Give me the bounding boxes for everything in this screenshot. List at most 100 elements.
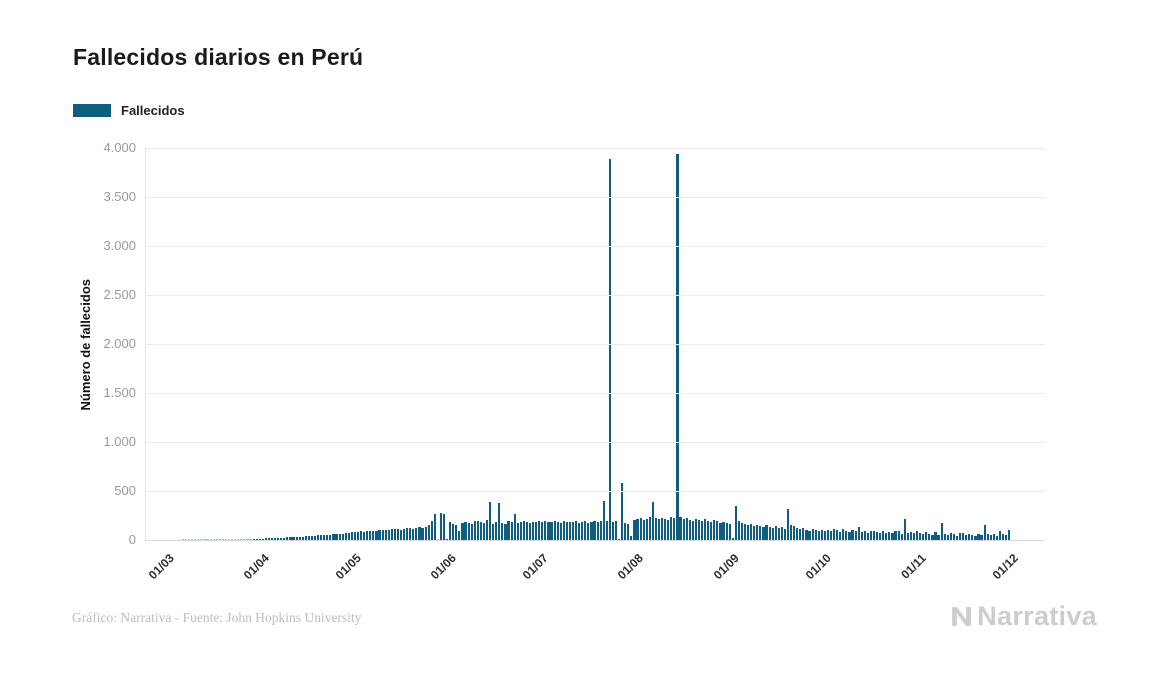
bar[interactable] — [188, 539, 191, 540]
bar[interactable] — [344, 533, 347, 540]
bar[interactable] — [860, 531, 863, 540]
bar[interactable] — [743, 524, 747, 540]
bar[interactable] — [584, 521, 587, 540]
bar[interactable] — [347, 532, 350, 540]
bar[interactable] — [350, 532, 353, 540]
bar[interactable] — [799, 529, 802, 540]
bar[interactable] — [363, 531, 366, 540]
bar[interactable] — [338, 533, 341, 540]
bar[interactable] — [412, 528, 415, 540]
bar[interactable] — [504, 523, 507, 540]
bar[interactable] — [295, 536, 298, 540]
bar[interactable] — [519, 522, 522, 540]
bar[interactable] — [949, 533, 952, 540]
bar[interactable] — [854, 530, 857, 540]
bar[interactable] — [943, 533, 946, 540]
bar[interactable] — [575, 520, 578, 540]
bar[interactable] — [980, 535, 983, 540]
bar[interactable] — [1002, 534, 1005, 540]
bar[interactable] — [571, 521, 575, 540]
bar[interactable] — [578, 522, 581, 540]
bar[interactable] — [866, 533, 869, 540]
bar[interactable] — [203, 539, 206, 540]
bar[interactable] — [937, 534, 940, 540]
bar[interactable] — [857, 527, 860, 540]
bar[interactable] — [697, 520, 701, 540]
bar[interactable] — [381, 530, 384, 540]
bar[interactable] — [704, 519, 707, 540]
bar[interactable] — [700, 521, 704, 540]
bar[interactable] — [215, 539, 218, 540]
bar[interactable] — [869, 531, 873, 540]
bar[interactable] — [820, 529, 823, 540]
bar[interactable] — [581, 521, 584, 540]
bar[interactable] — [320, 535, 323, 540]
bar[interactable] — [848, 532, 851, 540]
bar[interactable] — [206, 539, 209, 540]
bar[interactable] — [280, 537, 283, 540]
bar[interactable] — [538, 521, 541, 540]
bar[interactable] — [759, 526, 762, 540]
bar[interactable] — [823, 530, 826, 540]
bar[interactable] — [968, 533, 971, 540]
bar[interactable] — [396, 529, 400, 540]
bar[interactable] — [925, 531, 928, 540]
bar[interactable] — [919, 532, 922, 540]
bar[interactable] — [989, 534, 992, 540]
bar[interactable] — [393, 529, 396, 540]
bar[interactable] — [436, 539, 439, 540]
bar[interactable] — [762, 527, 765, 540]
bar[interactable] — [427, 525, 430, 540]
bar[interactable] — [323, 535, 326, 540]
bar[interactable] — [661, 517, 664, 540]
bar[interactable] — [618, 538, 621, 540]
bar[interactable] — [439, 513, 443, 540]
bar[interactable] — [298, 536, 301, 540]
bar[interactable] — [403, 528, 406, 540]
bar[interactable] — [790, 525, 793, 540]
bar[interactable] — [707, 520, 710, 540]
bar[interactable] — [596, 522, 599, 540]
bar[interactable] — [912, 533, 916, 540]
bar[interactable] — [694, 518, 697, 540]
bar[interactable] — [731, 538, 734, 540]
bar[interactable] — [805, 529, 808, 540]
bar[interactable] — [366, 531, 369, 540]
bar[interactable] — [234, 539, 237, 540]
bar[interactable] — [879, 532, 882, 540]
bar[interactable] — [492, 524, 495, 540]
bar[interactable] — [209, 539, 212, 540]
bar[interactable] — [811, 529, 814, 540]
bar[interactable] — [237, 539, 240, 540]
bar[interactable] — [928, 533, 931, 540]
bar[interactable] — [826, 529, 830, 540]
bar[interactable] — [839, 531, 842, 540]
bar[interactable] — [270, 538, 274, 540]
bar[interactable] — [482, 523, 486, 540]
bar[interactable] — [648, 517, 651, 540]
bar[interactable] — [353, 531, 357, 540]
bar[interactable] — [783, 528, 787, 540]
bar[interactable] — [888, 531, 891, 540]
bar[interactable] — [329, 534, 332, 540]
bar[interactable] — [897, 531, 900, 540]
bar[interactable] — [255, 538, 258, 540]
bar[interactable] — [765, 525, 768, 540]
bar[interactable] — [224, 539, 228, 540]
bar[interactable] — [909, 531, 912, 540]
bar[interactable] — [479, 522, 482, 540]
bar[interactable] — [639, 517, 642, 540]
bar[interactable] — [218, 539, 221, 540]
bar[interactable] — [624, 522, 627, 540]
bar[interactable] — [1008, 529, 1011, 540]
bar[interactable] — [621, 482, 624, 540]
bar[interactable] — [642, 519, 645, 540]
bar[interactable] — [691, 520, 694, 540]
bar[interactable] — [307, 536, 310, 540]
bar[interactable] — [842, 529, 845, 540]
bar[interactable] — [906, 532, 909, 540]
bar[interactable] — [221, 539, 224, 540]
bar[interactable] — [958, 533, 962, 540]
bar[interactable] — [470, 523, 473, 540]
bar[interactable] — [424, 527, 427, 540]
